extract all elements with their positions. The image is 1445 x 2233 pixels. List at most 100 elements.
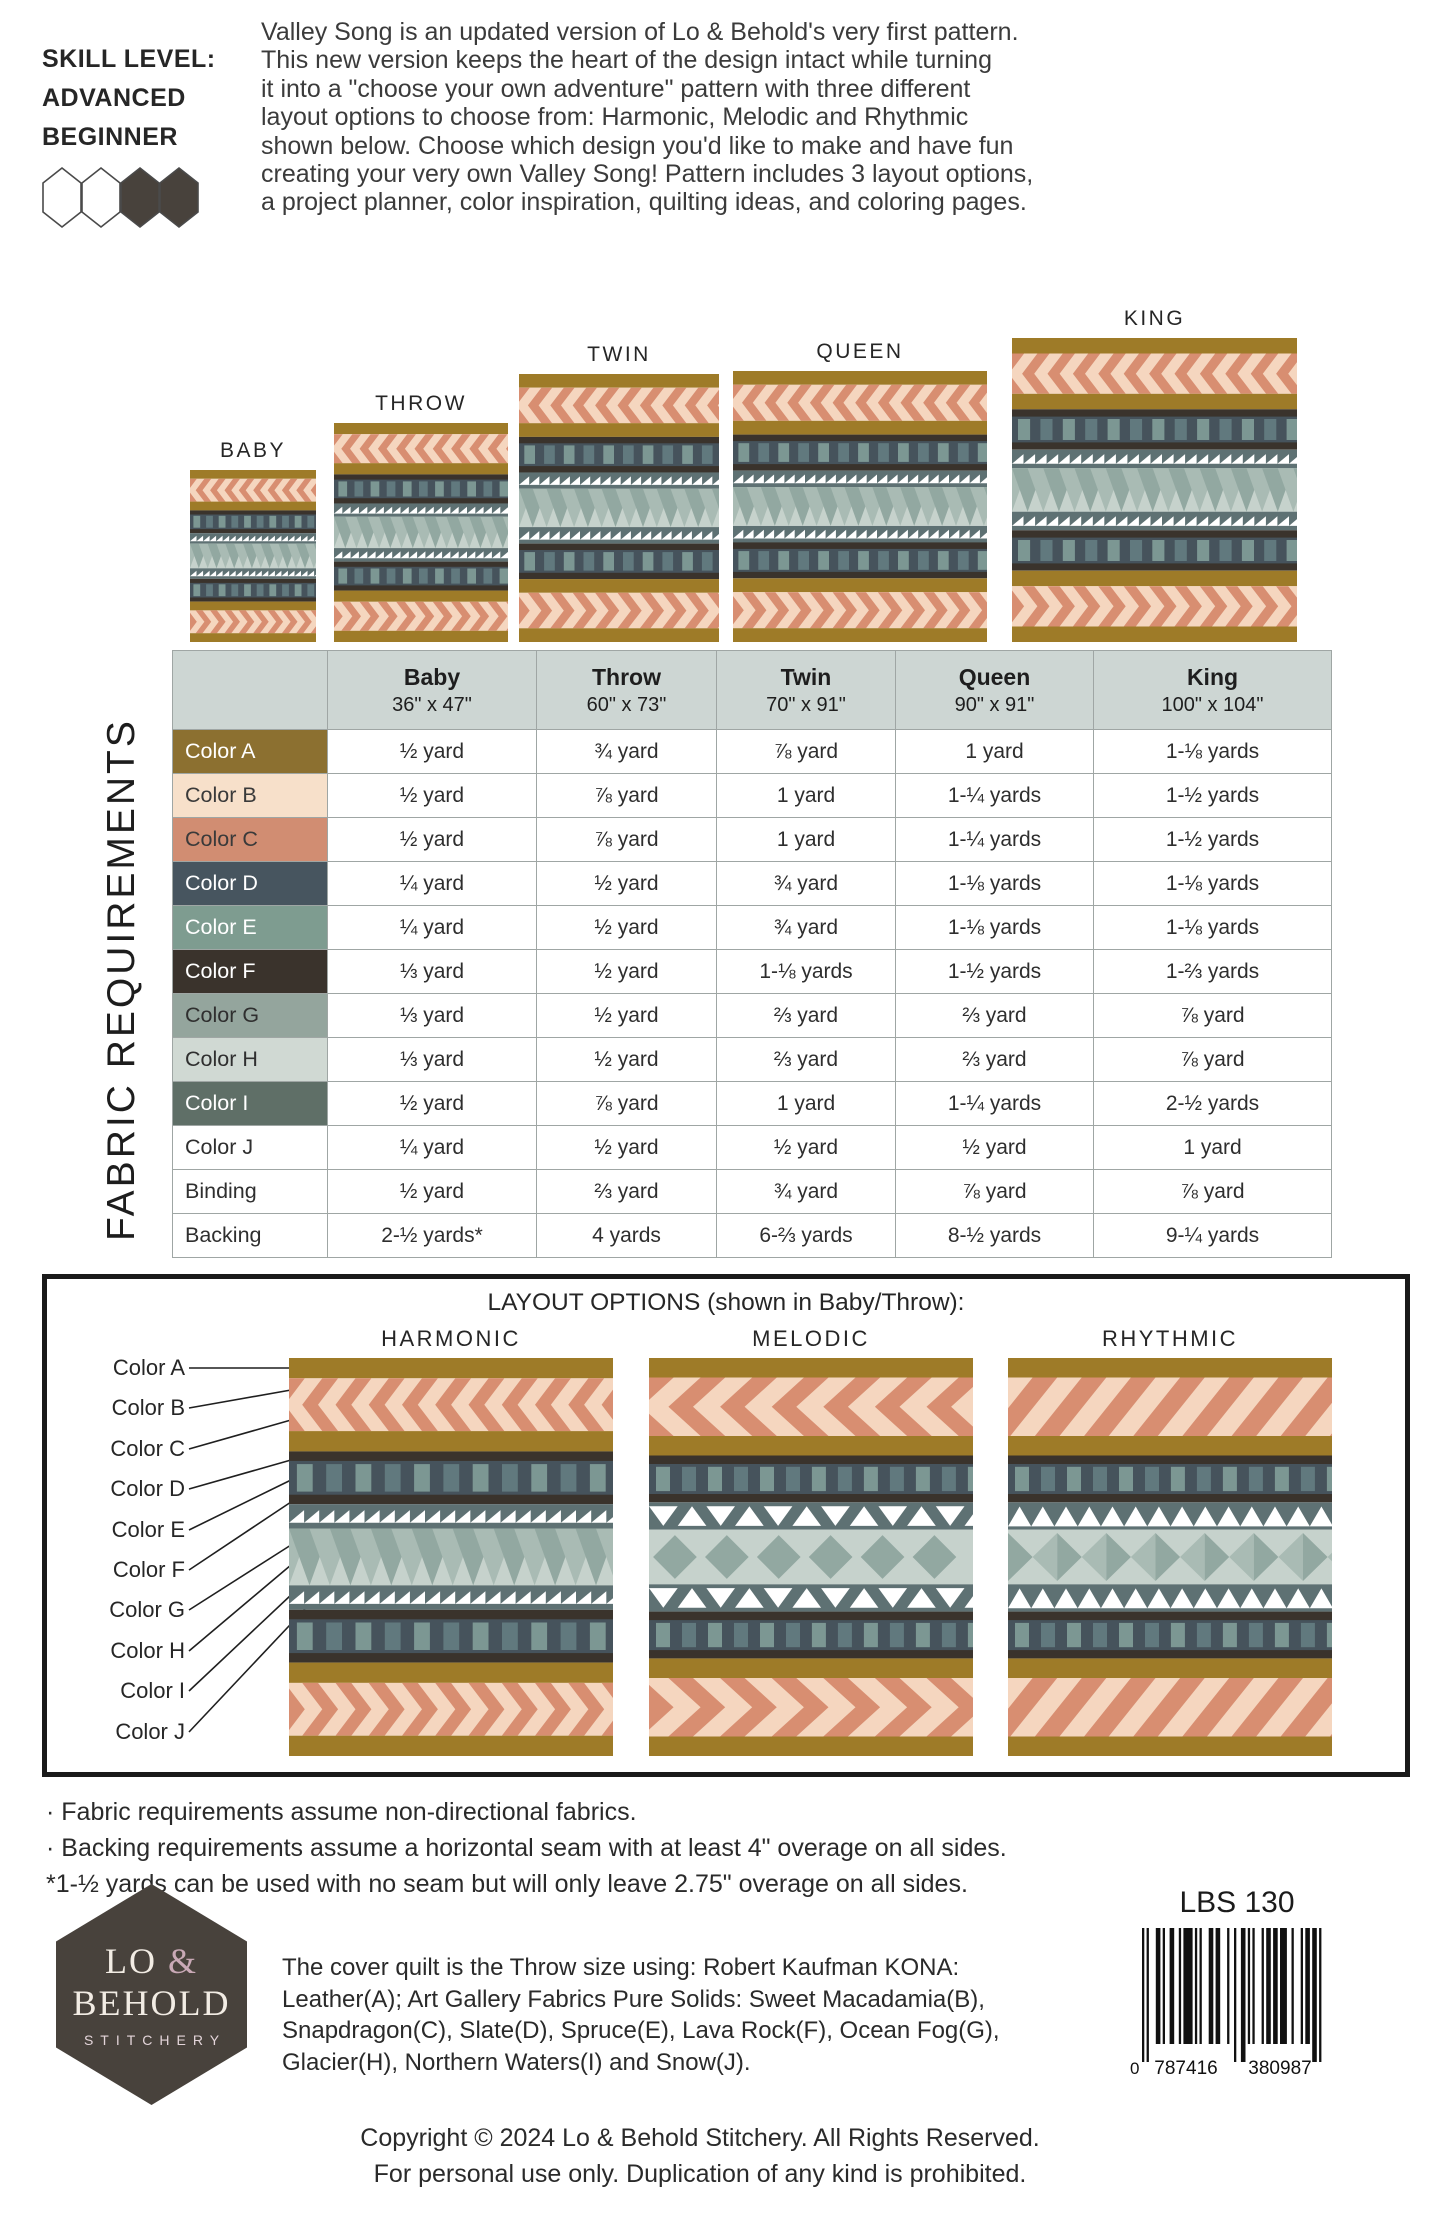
size-preview-baby: BABY xyxy=(190,436,316,642)
leader-line xyxy=(188,1608,306,1733)
brand-logo: LO & BEHOLD STITCHERY xyxy=(56,1884,247,2105)
skill-level-value-1: ADVANCED xyxy=(42,84,186,112)
yardage-cell: 1-⅔ yards xyxy=(1093,949,1332,994)
size-label: THROW xyxy=(375,392,467,415)
row-label: Color E xyxy=(172,905,328,950)
yardage-cell: 1-¼ yards xyxy=(895,1081,1094,1126)
size-preview-king: KING xyxy=(1012,304,1297,642)
color-key-label: Color F xyxy=(112,1557,185,1582)
yardage-cell: ¼ yard xyxy=(327,905,537,950)
logo-name-line2: BEHOLD xyxy=(72,1982,231,2023)
yardage-cell: 2-½ yards xyxy=(1093,1081,1332,1126)
yardage-cell: ⅞ yard xyxy=(716,729,896,774)
yardage-cell: 1-⅛ yards xyxy=(716,949,896,994)
table-corner-cell xyxy=(172,650,328,730)
barcode: 0 787416 380987 xyxy=(1128,1922,1346,2088)
footnote: *1-½ yards can be used with no seam but … xyxy=(46,1870,968,1898)
yardage-cell: 1-⅛ yards xyxy=(1093,905,1332,950)
yardage-cell: 1 yard xyxy=(716,773,896,818)
size-preview-queen: QUEEN xyxy=(733,337,987,642)
quilt-graphic-twin xyxy=(519,374,719,642)
leader-lines xyxy=(188,1367,306,1733)
logo-lo: LO xyxy=(104,1941,168,1982)
leader-line xyxy=(188,1501,292,1571)
skill-hexagon-filled xyxy=(159,166,199,229)
yardage-cell: 1-⅛ yards xyxy=(895,861,1094,906)
quilt-graphic-king xyxy=(1012,338,1297,642)
fabric-requirements-table: Baby 36" x 47" Throw 60" x 73" Twin 70" x 91"… xyxy=(172,650,1332,1258)
yardage-cell: ½ yard xyxy=(895,1125,1094,1170)
variant-label-harmonic: HARMONIC xyxy=(381,1326,521,1351)
footnote: · Fabric requirements assume non-directi… xyxy=(46,1798,637,1826)
intro-paragraph: Valley Song is an updated version of Lo … xyxy=(261,18,1034,217)
barcode-digit-prefix: 0 xyxy=(1130,2059,1139,2078)
yardage-cell: ½ yard xyxy=(327,1169,537,1214)
yardage-cell: 1-½ yards xyxy=(1093,773,1332,818)
quilt-graphic-rhythmic xyxy=(1008,1358,1332,1756)
quilt-graphic-throw xyxy=(334,423,508,642)
yardage-cell: ¼ yard xyxy=(327,861,537,906)
color-key-label: Color I xyxy=(120,1678,185,1703)
skill-hexagon-outline xyxy=(81,166,121,229)
yardage-cell: 6-⅔ yards xyxy=(716,1213,896,1258)
color-key-label: Color B xyxy=(111,1395,185,1420)
layout-options-title: LAYOUT OPTIONS (shown in Baby/Throw): xyxy=(487,1289,965,1316)
quilt-graphic-baby xyxy=(190,470,316,642)
leader-line xyxy=(188,1389,292,1409)
yardage-cell: ⅞ yard xyxy=(1093,1169,1332,1214)
row-label: Color H xyxy=(172,1037,328,1082)
yardage-cell: ¾ yard xyxy=(536,729,717,774)
size-label: KING xyxy=(1123,307,1186,330)
yardage-cell: 1-½ yards xyxy=(895,949,1094,994)
yardage-cell: ½ yard xyxy=(716,1125,896,1170)
yardage-cell: ⅞ yard xyxy=(1093,993,1332,1038)
skill-level-title: SKILL LEVEL: xyxy=(42,45,216,73)
leader-line xyxy=(188,1479,292,1531)
color-key-label: Color G xyxy=(109,1597,185,1622)
size-preview-throw: THROW xyxy=(334,389,508,642)
yardage-cell: ½ yard xyxy=(536,905,717,950)
row-label: Color A xyxy=(172,729,328,774)
yardage-cell: 2-½ yards* xyxy=(327,1213,537,1258)
yardage-cell: ½ yard xyxy=(536,861,717,906)
col-header-baby: Baby 36" x 47" xyxy=(327,650,537,730)
yardage-cell: ½ yard xyxy=(327,729,537,774)
color-key-label: Color H xyxy=(110,1638,185,1663)
yardage-cell: ⅞ yard xyxy=(536,773,717,818)
quilt-graphic-queen xyxy=(733,371,987,642)
yardage-cell: ⅞ yard xyxy=(1093,1037,1332,1082)
size-preview-twin: TWIN xyxy=(519,340,719,642)
yardage-cell: ⅓ yard xyxy=(327,1037,537,1082)
yardage-cell: ¼ yard xyxy=(327,1125,537,1170)
yardage-cell: ½ yard xyxy=(327,817,537,862)
footnote: · Backing requirements assume a horizont… xyxy=(46,1834,1007,1862)
row-label: Color I xyxy=(172,1081,328,1126)
logo-ampersand: & xyxy=(167,1941,198,1982)
yardage-cell: 9-¼ yards xyxy=(1093,1213,1332,1258)
barcode-digit-group1: 787416 xyxy=(1154,2058,1217,2079)
skill-level-hexagons-icon xyxy=(42,166,199,229)
yardage-cell: ¾ yard xyxy=(716,861,896,906)
skill-level-value-2: BEGINNER xyxy=(42,123,178,151)
yardage-cell: ⅓ yard xyxy=(327,949,537,994)
yardage-cell: 1-⅛ yards xyxy=(895,905,1094,950)
yardage-cell: ⅓ yard xyxy=(327,993,537,1038)
leader-line xyxy=(188,1544,292,1611)
variant-label-melodic: MELODIC xyxy=(752,1326,870,1351)
yardage-cell: 1 yard xyxy=(716,817,896,862)
color-key-label: Color A xyxy=(112,1355,185,1380)
quilt-graphic-melodic xyxy=(649,1358,973,1756)
yardage-cell: 1 yard xyxy=(895,729,1094,774)
yardage-cell: ½ yard xyxy=(536,1125,717,1170)
yardage-cell: 1-¼ yards xyxy=(895,773,1094,818)
row-label: Color B xyxy=(172,773,328,818)
yardage-cell: 1-½ yards xyxy=(1093,817,1332,862)
row-label: Color F xyxy=(172,949,328,994)
